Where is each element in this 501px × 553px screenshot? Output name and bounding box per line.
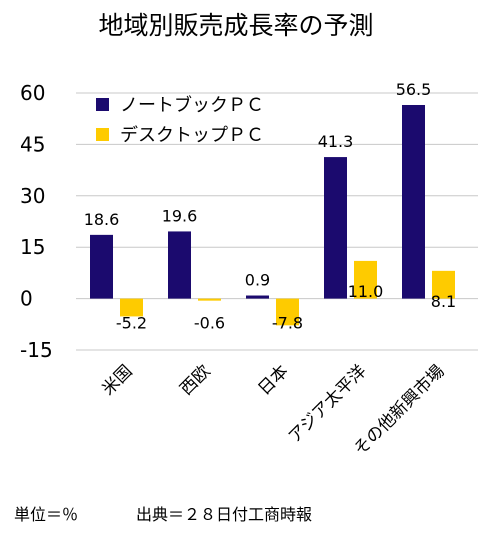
y-tick-label: 15 bbox=[20, 235, 45, 259]
category-label: 日本 bbox=[254, 361, 292, 399]
y-tick-label: 0 bbox=[20, 287, 33, 311]
data-label: 11.0 bbox=[348, 282, 384, 301]
source-note: 出典＝２８日付工商時報 bbox=[136, 505, 312, 524]
y-tick-label: -15 bbox=[20, 338, 53, 362]
y-tick-label: 60 bbox=[20, 81, 45, 105]
bar bbox=[354, 260, 377, 299]
data-label: -5.2 bbox=[116, 314, 147, 333]
bar bbox=[432, 270, 455, 299]
data-label: -7.8 bbox=[272, 314, 303, 333]
data-label: 41.3 bbox=[318, 132, 354, 151]
data-label: 18.6 bbox=[84, 210, 120, 229]
bar bbox=[324, 157, 347, 299]
bar bbox=[198, 298, 221, 301]
category-label: 西欧 bbox=[176, 361, 214, 399]
legend-label: ノートブックＰＣ bbox=[120, 94, 264, 116]
legend-label: デスクトップＰＣ bbox=[120, 125, 264, 146]
data-label: 0.9 bbox=[245, 271, 270, 290]
y-axis: 60 45 30 15 0 -15 bbox=[20, 81, 53, 362]
bar bbox=[402, 104, 425, 299]
legend: ノートブックＰＣ デスクトップＰＣ bbox=[96, 94, 264, 146]
bar bbox=[168, 231, 191, 299]
data-labels: 18.6 -5.2 19.6 -0.6 0.9 -7.8 41.3 11.0 56.5 8.1 bbox=[84, 80, 457, 333]
category-label: 米国 bbox=[98, 361, 136, 399]
data-label: 19.6 bbox=[162, 206, 198, 225]
bar bbox=[276, 298, 299, 326]
legend-swatch bbox=[96, 128, 109, 141]
data-label: 8.1 bbox=[431, 292, 456, 311]
bar bbox=[120, 298, 143, 317]
unit-note: 単位＝％ bbox=[14, 505, 78, 524]
data-label: -0.6 bbox=[194, 314, 225, 333]
y-tick-label: 30 bbox=[20, 184, 45, 208]
bars bbox=[90, 104, 455, 326]
chart-title: 地域別販売成長率の予測 bbox=[98, 11, 373, 40]
legend-swatch bbox=[96, 98, 109, 111]
category-label: アジア太平洋 bbox=[285, 361, 371, 447]
y-tick-label: 45 bbox=[20, 132, 45, 156]
bar bbox=[246, 295, 269, 299]
data-label: 56.5 bbox=[396, 80, 432, 99]
bar bbox=[90, 234, 113, 299]
